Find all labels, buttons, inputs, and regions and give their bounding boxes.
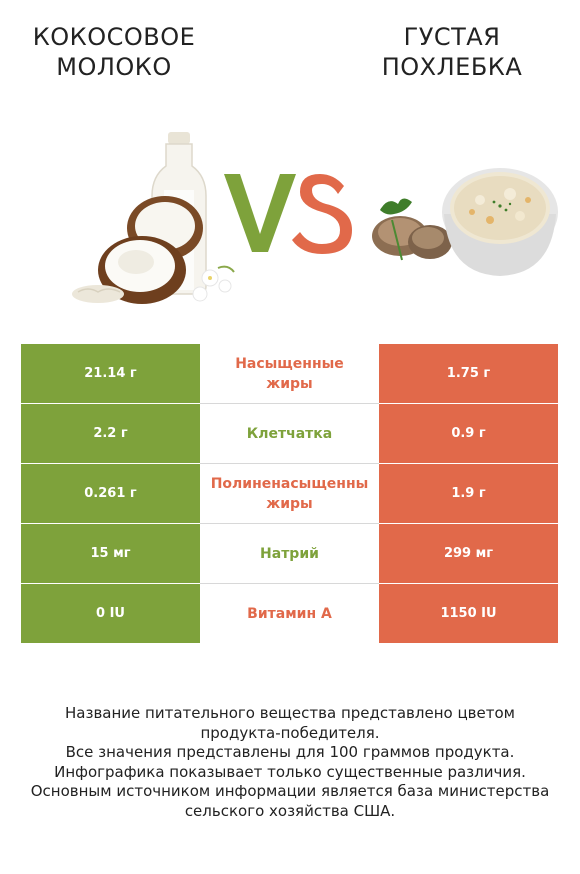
right-value: 299 мг xyxy=(379,524,558,583)
nutrient-name: Натрий xyxy=(260,545,319,562)
left-value: 0.261 г xyxy=(21,464,200,523)
right-food-title: ГУСТАЯ ПОХЛЕБКА xyxy=(332,22,572,82)
nutrient-name: Витамин A xyxy=(247,605,332,622)
coconut-milk-image xyxy=(72,132,235,304)
right-value: 1.75 г xyxy=(379,344,558,403)
left-title-line2: МОЛОКО xyxy=(56,53,172,81)
footnotes: Название питательного вещества представл… xyxy=(0,704,580,821)
row-fiber: 2.2 г Клетчатка 0.9 г xyxy=(21,404,558,464)
nutrient-name: Полиненасыщенны жиры xyxy=(210,475,369,512)
row-divider xyxy=(200,463,379,464)
row-sodium: 15 мг Натрий 299 мг xyxy=(21,524,558,584)
row-divider xyxy=(200,403,379,404)
comparison-table: 21.14 г Насыщенные жиры 1.75 г 2.2 г Кле… xyxy=(21,344,558,644)
note-line: продукта-победителя. xyxy=(200,723,380,742)
right-title-line1: ГУСТАЯ xyxy=(403,23,501,51)
note-line: сельского хозяйства США. xyxy=(184,801,396,820)
note-line: Основным источником информации является … xyxy=(30,782,550,800)
right-value: 1.9 г xyxy=(379,464,558,523)
note-line: Инфографика показывает только существенн… xyxy=(54,762,526,781)
left-value: 2.2 г xyxy=(21,404,200,463)
left-value: 15 мг xyxy=(21,524,200,583)
row-divider xyxy=(200,583,379,584)
row-vitamin-a: 0 IU Витамин A 1150 IU xyxy=(21,584,558,644)
left-value: 21.14 г xyxy=(21,344,200,403)
nutrient-name: Насыщенные жиры xyxy=(235,355,344,392)
row-polyunsaturated-fat: 0.261 г Полиненасыщенны жиры 1.9 г xyxy=(21,464,558,524)
vs-emblem xyxy=(224,174,352,254)
row-divider xyxy=(200,523,379,524)
note-line: Название питательного вещества представл… xyxy=(65,704,515,722)
left-food-title: КОКОСОВОЕ МОЛОКО xyxy=(0,22,234,82)
row-saturated-fat: 21.14 г Насыщенные жиры 1.75 г xyxy=(21,344,558,404)
chowder-image xyxy=(372,168,558,276)
note-line: Все значения представлены для 100 граммо… xyxy=(65,743,515,761)
nutrient-name: Клетчатка xyxy=(246,425,333,442)
right-value: 0.9 г xyxy=(379,404,558,463)
left-title-line1: КОКОСОВОЕ xyxy=(32,23,196,51)
right-title-line2: ПОХЛЕБКА xyxy=(381,53,523,81)
right-value: 1150 IU xyxy=(379,584,558,643)
left-value: 0 IU xyxy=(21,584,200,643)
